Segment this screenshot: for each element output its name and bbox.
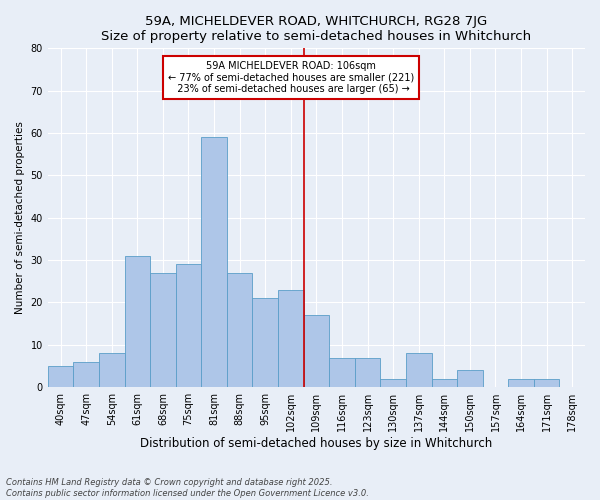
Bar <box>176 264 201 387</box>
Bar <box>125 256 150 387</box>
Bar <box>406 354 431 387</box>
Title: 59A, MICHELDEVER ROAD, WHITCHURCH, RG28 7JG
Size of property relative to semi-de: 59A, MICHELDEVER ROAD, WHITCHURCH, RG28 … <box>101 15 532 43</box>
Bar <box>278 290 304 387</box>
Bar <box>508 378 534 387</box>
Bar <box>99 354 125 387</box>
Y-axis label: Number of semi-detached properties: Number of semi-detached properties <box>15 122 25 314</box>
Bar <box>73 362 99 387</box>
X-axis label: Distribution of semi-detached houses by size in Whitchurch: Distribution of semi-detached houses by … <box>140 437 493 450</box>
Bar <box>201 138 227 387</box>
Bar <box>329 358 355 387</box>
Bar <box>380 378 406 387</box>
Bar <box>431 378 457 387</box>
Bar <box>150 273 176 387</box>
Text: Contains HM Land Registry data © Crown copyright and database right 2025.
Contai: Contains HM Land Registry data © Crown c… <box>6 478 369 498</box>
Text: 59A MICHELDEVER ROAD: 106sqm
← 77% of semi-detached houses are smaller (221)
  2: 59A MICHELDEVER ROAD: 106sqm ← 77% of se… <box>167 61 414 94</box>
Bar <box>253 298 278 387</box>
Bar <box>48 366 73 387</box>
Bar <box>534 378 559 387</box>
Bar <box>457 370 482 387</box>
Bar <box>227 273 253 387</box>
Bar <box>355 358 380 387</box>
Bar <box>304 315 329 387</box>
